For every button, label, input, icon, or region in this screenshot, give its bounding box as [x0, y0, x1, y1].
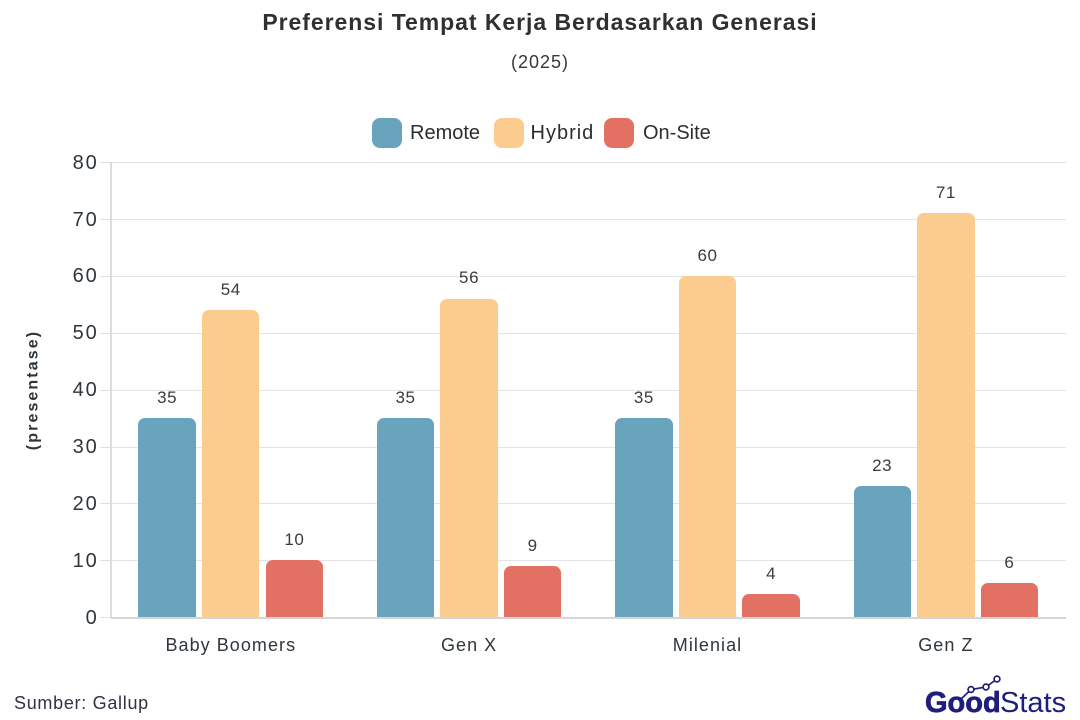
svg-text:Good: Good [925, 687, 1001, 718]
svg-text:Stats: Stats [1000, 687, 1066, 718]
